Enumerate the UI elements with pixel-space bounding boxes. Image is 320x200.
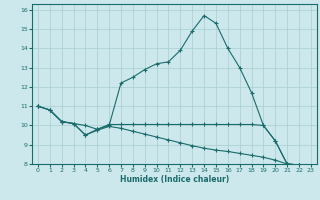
X-axis label: Humidex (Indice chaleur): Humidex (Indice chaleur) bbox=[120, 175, 229, 184]
